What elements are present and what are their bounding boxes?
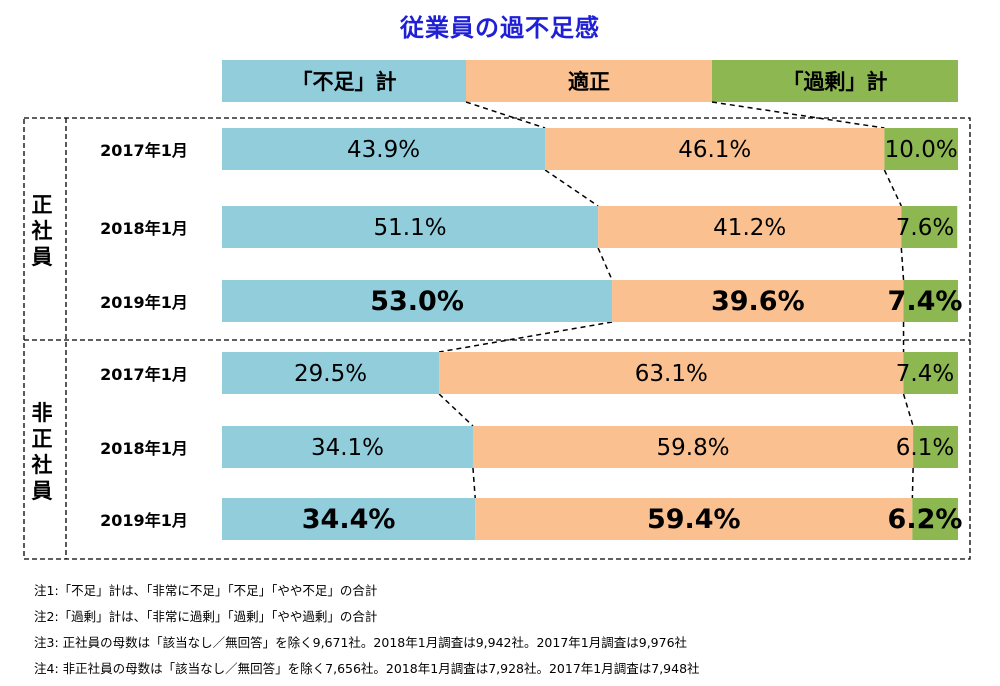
bar-segment — [903, 280, 958, 322]
data-label: 59.8% — [657, 435, 730, 461]
bar-segment — [598, 206, 902, 248]
legend-swatch-1 — [466, 60, 712, 102]
bar-segment — [545, 128, 885, 170]
bar-segment — [222, 352, 440, 394]
legend-label-0: 「不足」計 — [292, 70, 397, 94]
data-label: 63.1% — [635, 361, 708, 387]
data-label: 6.1% — [896, 435, 954, 461]
row-connector-3-0 — [438, 393, 474, 427]
legend-label-1: 適正 — [568, 70, 610, 94]
legend-connector-1 — [711, 101, 885, 129]
row-connector-2-0 — [438, 321, 613, 353]
row-connector-4-0 — [472, 467, 476, 499]
data-label: 53.0% — [370, 286, 464, 317]
data-label: 7.6% — [896, 215, 954, 241]
bar-segment — [472, 426, 914, 468]
note-4: 注4: 非正社員の母数は「該当なし／無回答」を除く7,656社。2018年1月調… — [34, 661, 700, 676]
bar-segment — [222, 128, 546, 170]
data-label: 41.2% — [713, 215, 786, 241]
data-label: 39.6% — [711, 286, 805, 317]
bar-segment — [475, 498, 913, 540]
legend-swatch-0 — [222, 60, 466, 102]
data-label: 29.5% — [294, 361, 367, 387]
bar-segment — [901, 206, 958, 248]
legend-label-2: 「過剰」計 — [783, 70, 888, 94]
data-label: 59.4% — [647, 504, 741, 535]
row-label: 2017年1月 — [100, 141, 188, 160]
data-label: 43.9% — [347, 137, 420, 163]
bar-segment — [612, 280, 904, 322]
data-label: 7.4% — [888, 286, 963, 317]
bar-segment — [913, 426, 958, 468]
data-label: 7.4% — [896, 361, 954, 387]
note-1: 注1:「不足」計は、「非常に不足」「不足」「やや不足」の合計 — [34, 583, 378, 598]
group-label-regular: 正社員 — [31, 193, 53, 269]
row-label: 2018年1月 — [100, 219, 188, 238]
bar-segment — [222, 498, 476, 540]
chart-title: 従業員の過不足感 — [400, 14, 600, 42]
row-label: 2019年1月 — [100, 511, 188, 530]
bar-segment — [903, 352, 958, 394]
bar-segment — [222, 280, 613, 322]
legend-swatch-2 — [712, 60, 958, 102]
bar-segment — [222, 206, 599, 248]
row-connector-1-1 — [900, 247, 905, 281]
bar-segment — [222, 426, 473, 468]
data-label: 46.1% — [678, 137, 751, 163]
data-label: 34.4% — [302, 504, 396, 535]
bar-segment — [912, 498, 958, 540]
row-label: 2018年1月 — [100, 439, 188, 458]
data-label: 10.0% — [885, 137, 958, 163]
note-3: 注3: 正社員の母数は「該当なし／無回答」を除く9,671社。2018年1月調査… — [34, 635, 688, 650]
chart-frame — [23, 117, 971, 560]
row-connector-3-1 — [902, 393, 914, 427]
bar-segment — [439, 352, 904, 394]
row-connector-4-1 — [911, 467, 914, 499]
row-connector-1-0 — [597, 247, 613, 281]
note-2: 注2:「過剰」計は、「非常に過剰」「過剰」「やや過剰」の合計 — [34, 609, 378, 624]
data-label: 51.1% — [374, 215, 447, 241]
group-label-nonregular: 非正社員 — [31, 401, 53, 503]
data-label: 6.2% — [888, 504, 963, 535]
data-label: 34.1% — [311, 435, 384, 461]
row-label: 2019年1月 — [100, 293, 188, 312]
row-label: 2017年1月 — [100, 365, 188, 384]
row-connector-0-1 — [883, 169, 903, 207]
row-connector-0-0 — [544, 169, 599, 207]
bar-segment — [884, 128, 958, 170]
legend-connector-0 — [465, 101, 546, 129]
